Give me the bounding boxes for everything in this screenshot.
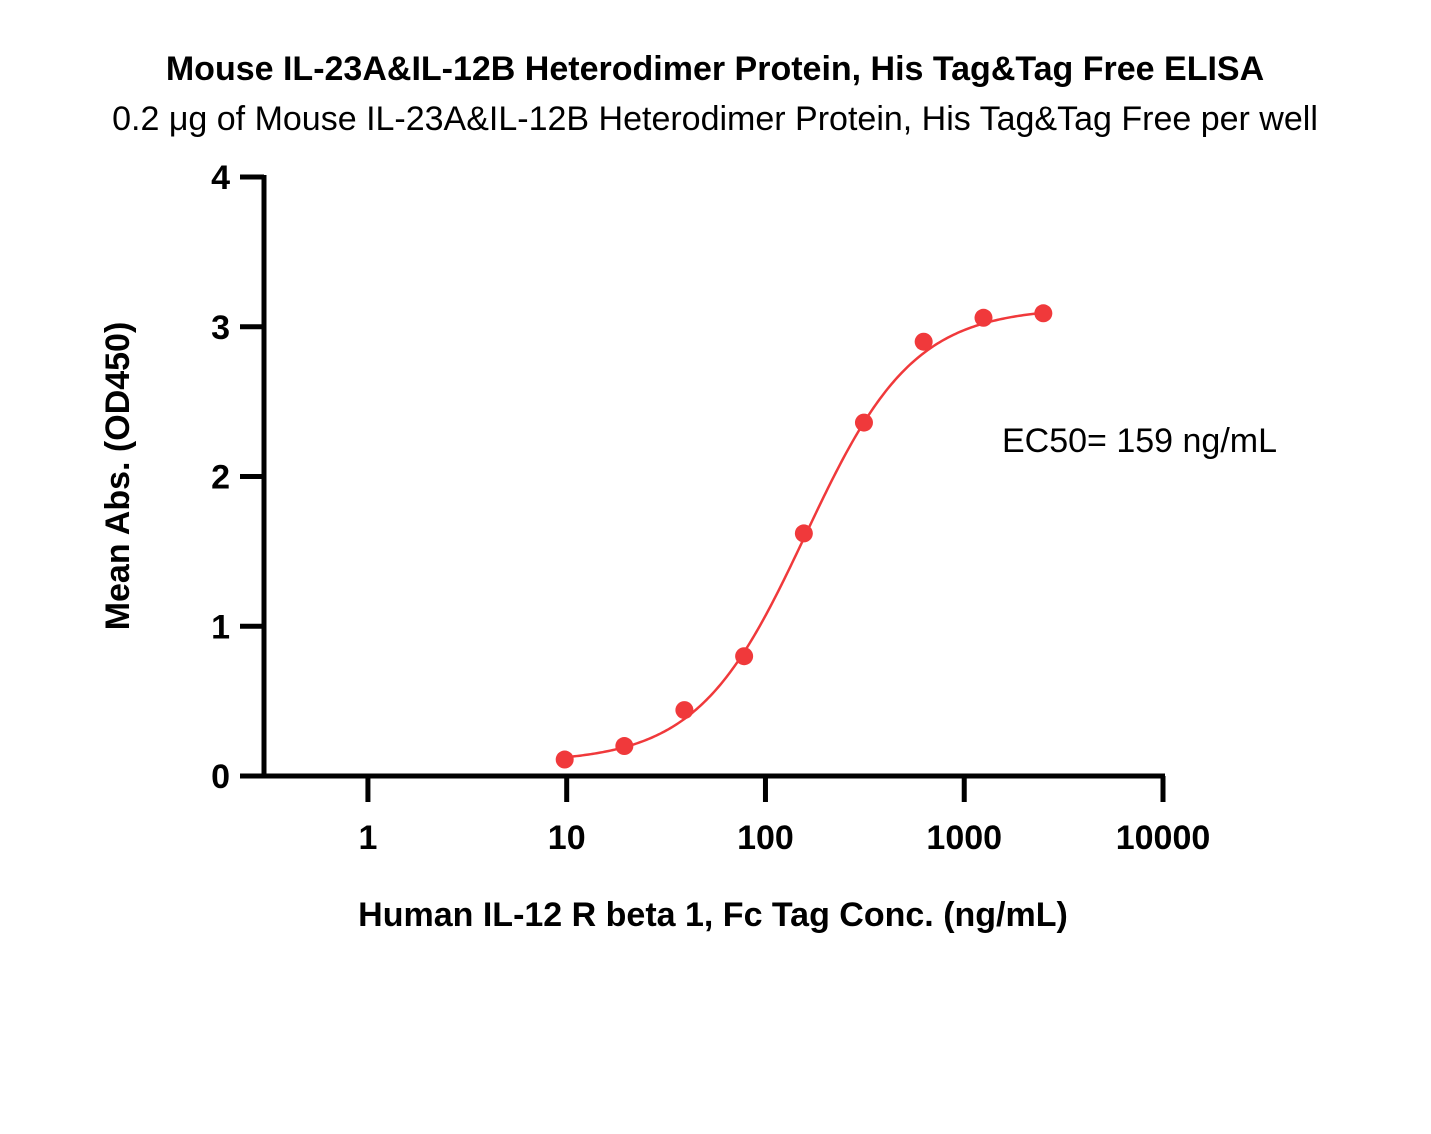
y-axis-label: Mean Abs. (OD450)	[99, 322, 137, 631]
data-point	[1034, 304, 1053, 323]
x-tick-label: 1000	[926, 819, 1002, 857]
ec50-annotation: EC50= 159 ng/mL	[1002, 422, 1277, 460]
x-axis: 1 10 100 1000 10000	[262, 773, 1211, 857]
data-point	[735, 647, 754, 666]
data-point	[794, 524, 813, 543]
data-points	[555, 304, 1053, 769]
data-point	[615, 737, 634, 756]
data-point	[854, 413, 873, 432]
y-tick-label: 2	[211, 459, 230, 497]
chart-title: Mouse IL-23A&IL-12B Heterodimer Protein,…	[166, 50, 1264, 88]
y-tick-label: 1	[211, 608, 230, 646]
x-axis-label: Human IL-12 R beta 1, Fc Tag Conc. (ng/m…	[358, 896, 1068, 934]
x-tick-label: 10000	[1116, 819, 1211, 857]
y-axis: 0 1 2 3 4	[211, 159, 267, 796]
chart-subtitle: 0.2 μg of Mouse IL-23A&IL-12B Heterodime…	[112, 100, 1318, 138]
y-tick-label: 0	[211, 758, 230, 796]
data-point	[555, 750, 574, 769]
data-point	[974, 308, 993, 327]
x-tick-label: 1	[358, 819, 377, 857]
y-tick-label: 4	[211, 159, 230, 197]
data-point	[675, 701, 694, 720]
y-tick-label: 3	[211, 309, 230, 347]
x-tick-label: 100	[737, 819, 794, 857]
data-point	[914, 332, 933, 351]
x-tick-label: 10	[548, 819, 586, 857]
